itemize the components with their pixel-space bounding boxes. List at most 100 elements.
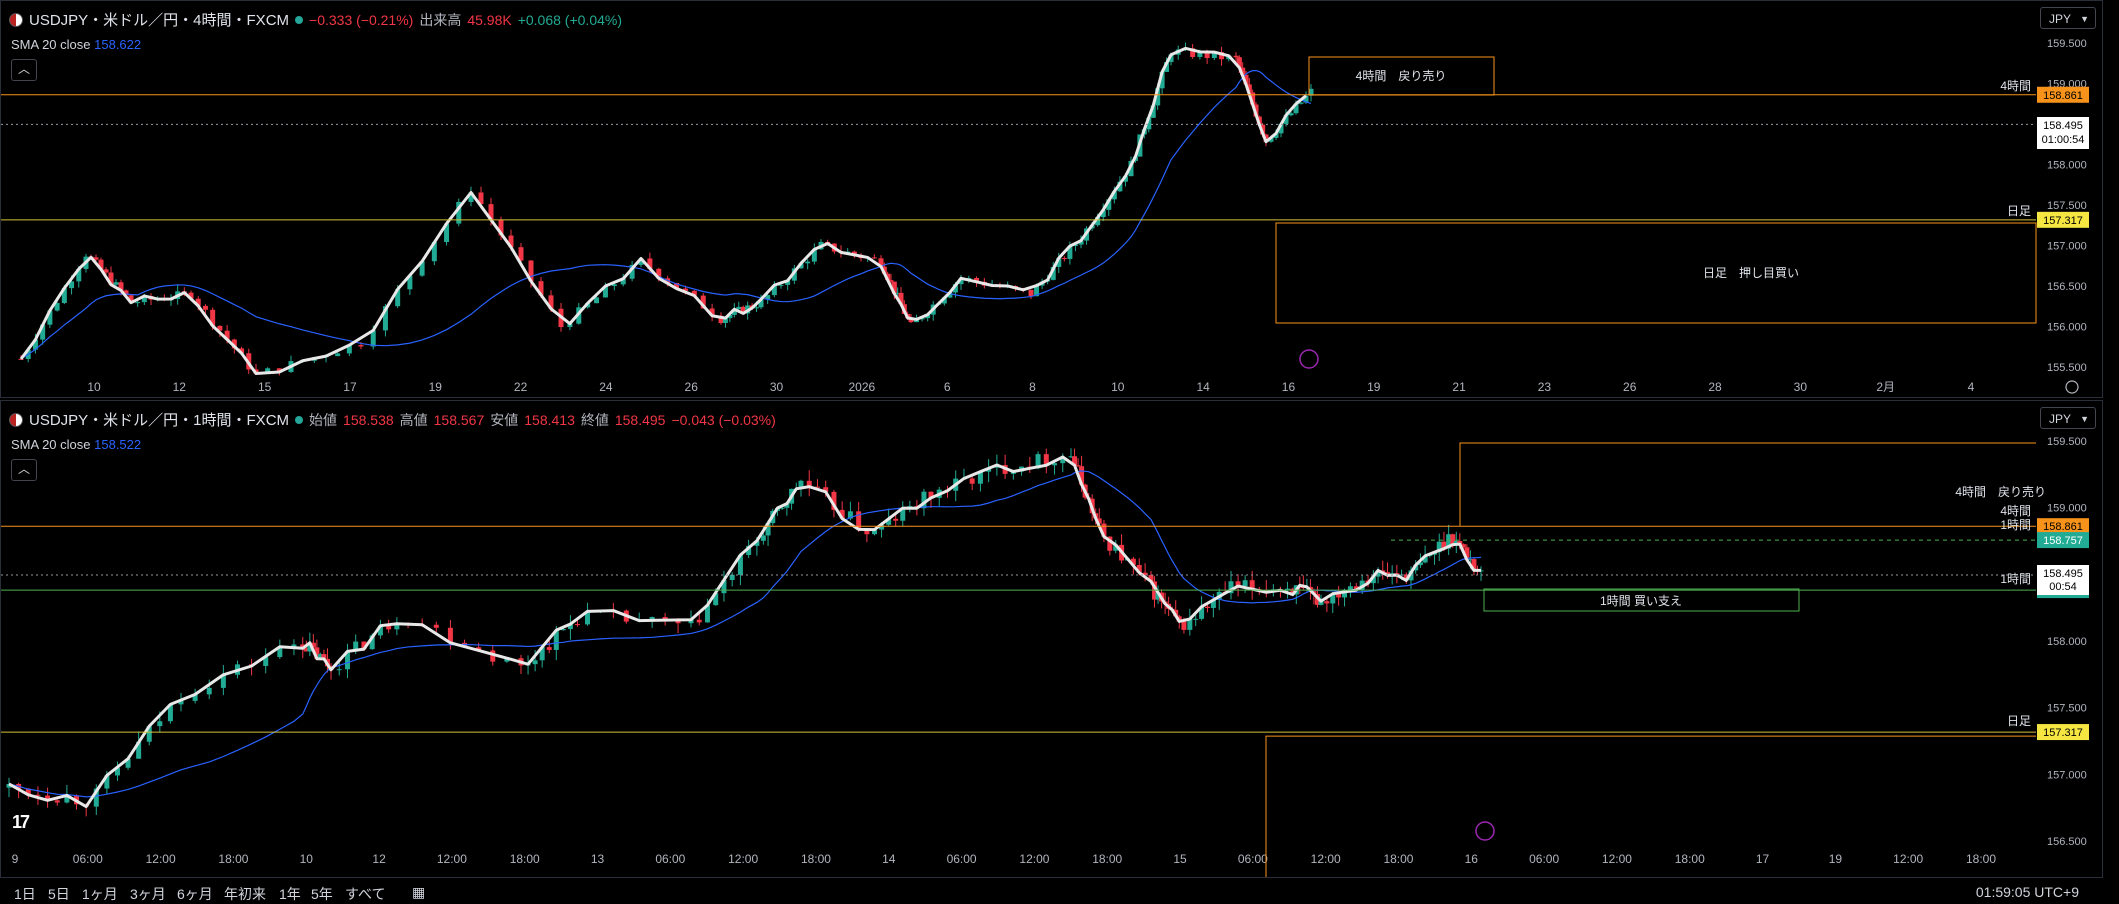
candle-body xyxy=(691,290,697,296)
candle-body xyxy=(468,192,474,202)
hline-daily-label: 日足 xyxy=(2007,714,2031,728)
candle-body xyxy=(1146,117,1152,130)
chart-pane-1h[interactable]: 159.500159.000158.500158.000157.500157.0… xyxy=(0,400,2103,878)
range-1m[interactable]: 1ヶ月 xyxy=(82,886,118,902)
range-5d[interactable]: 5日 xyxy=(48,886,70,902)
range-ytd[interactable]: 年初来 xyxy=(224,886,266,902)
sma-legend-4h[interactable]: SMA 20 close 158.622 xyxy=(11,37,141,52)
candle-body xyxy=(1078,240,1084,245)
sma-value: 158.522 xyxy=(94,437,142,452)
time-axis-label: 30 xyxy=(770,380,784,394)
countdown: 00:54 xyxy=(2049,581,2077,593)
hline-4h-label: 4時間 xyxy=(2000,504,2031,518)
price-tag-1h: 158.757 xyxy=(2043,535,2083,547)
low-value: 158.413 xyxy=(524,411,575,428)
candle-body xyxy=(779,507,785,509)
time-axis-label: 12:00 xyxy=(146,852,176,866)
legend-4h: USDJPY・米ドル／円・4時間・FXCM −0.333 (−0.21%) 出来… xyxy=(9,9,622,30)
range-1y[interactable]: 1年 xyxy=(279,886,301,902)
candle-body xyxy=(1100,209,1106,218)
hline-4h-label: 4時間 xyxy=(2000,79,2031,93)
candle-body xyxy=(560,629,566,631)
candle-body xyxy=(765,523,771,536)
symbol-title[interactable]: USDJPY・米ドル／円・1時間・FXCM xyxy=(29,412,290,429)
candle-body xyxy=(969,478,975,484)
candle-body xyxy=(895,292,901,294)
candle-body xyxy=(1101,523,1107,537)
candle-body xyxy=(1441,541,1447,549)
last-price-tag-bg xyxy=(2037,117,2089,149)
price-tag-daily: 157.317 xyxy=(2043,215,2083,227)
candle-body xyxy=(700,295,706,309)
candle-body xyxy=(754,540,760,546)
chart-pane-4h[interactable]: 159.500159.000158.500158.000157.500157.0… xyxy=(0,0,2103,398)
range-1d[interactable]: 1日 xyxy=(14,886,36,902)
candle-body xyxy=(518,247,524,261)
collapse-legend-button[interactable]: ︿ xyxy=(11,459,37,481)
range-6m[interactable]: 6ヶ月 xyxy=(177,886,213,902)
chart-canvas-1h[interactable]: 159.500159.000158.500158.000157.500157.0… xyxy=(1,401,2103,878)
market-open-icon xyxy=(295,15,304,24)
candle-body xyxy=(1056,258,1062,267)
candle-body xyxy=(265,368,271,374)
candle-body xyxy=(1303,95,1309,103)
bottom-toolbar: 1日 5日 1ヶ月 3ヶ月 6ヶ月 年初来 1年 5年 すべて ▦ 01:59:… xyxy=(0,878,2119,904)
candle-body xyxy=(1136,564,1142,573)
time-axis-label: 06:00 xyxy=(1238,852,1268,866)
candle-body xyxy=(1273,133,1279,138)
time-axis-label: 18:00 xyxy=(1383,852,1413,866)
utc-clock[interactable]: 01:59:05 UTC+9 xyxy=(1975,884,2079,900)
candle-body xyxy=(638,258,644,265)
candle-body xyxy=(1278,123,1284,134)
candle-body xyxy=(1106,199,1112,210)
candle-body xyxy=(1288,113,1294,116)
collapse-legend-button[interactable]: ︿ xyxy=(11,59,37,81)
candle-body xyxy=(778,284,784,286)
tradingview-logo[interactable]: 17 xyxy=(12,812,30,832)
time-axis-label: 6 xyxy=(944,380,951,394)
date-range-icon[interactable]: ▦ xyxy=(412,884,426,900)
candle-body xyxy=(1324,601,1330,604)
currency-select[interactable]: JPY ▼ xyxy=(2040,407,2096,429)
time-axis-label: 18:00 xyxy=(801,852,831,866)
settings-gear-icon xyxy=(2065,380,2079,394)
candle-body xyxy=(195,298,201,306)
sma-legend-1h[interactable]: SMA 20 close 158.522 xyxy=(11,437,141,452)
close-value: 158.495 xyxy=(614,411,666,428)
lightning-icon xyxy=(1299,349,1319,369)
range-3m[interactable]: 3ヶ月 xyxy=(130,886,166,902)
candle-body xyxy=(123,290,129,296)
symbol-title[interactable]: USDJPY・米ドル／円・4時間・FXCM xyxy=(29,12,290,29)
candle-body xyxy=(952,284,958,293)
candle-body xyxy=(1067,246,1073,259)
candle-body xyxy=(893,518,899,521)
candle-body xyxy=(864,529,870,535)
range-all[interactable]: すべて xyxy=(345,886,386,902)
candle-body xyxy=(1155,592,1161,600)
candle-body xyxy=(856,511,862,530)
currency-select[interactable]: JPY ▼ xyxy=(2040,7,2096,29)
candle-body xyxy=(1107,536,1113,551)
range-5y[interactable]: 5年 xyxy=(311,886,333,902)
price-axis-label: 159.000 xyxy=(2047,503,2087,515)
candle-body xyxy=(1293,103,1299,114)
candle-body xyxy=(1342,591,1348,598)
last-price: 158.495 xyxy=(2043,120,2083,132)
candle-body xyxy=(45,795,51,801)
candle-body xyxy=(1148,575,1154,582)
candle-body xyxy=(1318,601,1324,605)
candle-body xyxy=(369,635,375,650)
time-axis-label: 10 xyxy=(300,852,314,866)
candle-body xyxy=(490,650,496,662)
candle-body xyxy=(688,619,694,624)
candle-body xyxy=(729,574,735,580)
chart-canvas-4h[interactable]: 159.500159.000158.500158.000157.500157.0… xyxy=(1,1,2103,398)
candle-body xyxy=(1453,541,1459,545)
time-axis-label: 18:00 xyxy=(1966,852,1996,866)
candle-body xyxy=(574,624,580,626)
time-axis-label: 15 xyxy=(1173,852,1187,866)
candle-body xyxy=(620,278,626,285)
price-axis-label: 157.500 xyxy=(2047,200,2087,212)
hline-1h-label: 1時間 xyxy=(2000,518,2031,532)
candle-body xyxy=(1250,92,1256,105)
